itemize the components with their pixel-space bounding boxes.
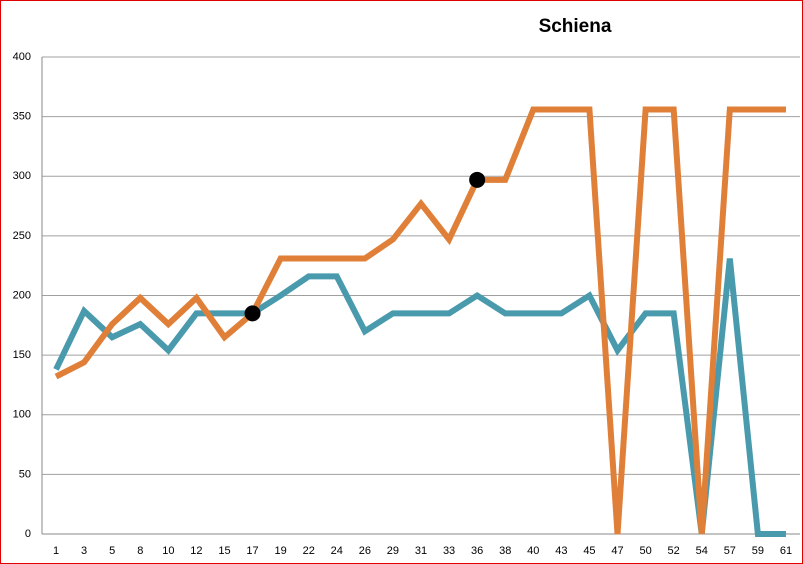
highlight-point	[244, 305, 261, 322]
y-tick-label: 300	[13, 170, 31, 182]
series-line	[53, 258, 786, 537]
y-tick-label: 350	[13, 111, 31, 123]
x-tick-label: 38	[499, 545, 511, 557]
x-tick-label: 12	[190, 545, 202, 557]
x-tick-label: 36	[471, 545, 483, 557]
x-tick-label: 22	[303, 545, 315, 557]
series-line	[54, 106, 786, 535]
x-tick-label: 61	[780, 545, 792, 557]
x-tick-label: 15	[218, 545, 230, 557]
x-tick-label: 1	[53, 545, 59, 557]
y-tick-label: 250	[13, 230, 31, 242]
y-tick-label: 400	[13, 51, 31, 63]
x-tick-label: 10	[162, 545, 174, 557]
y-tick-label: 0	[25, 528, 31, 540]
x-tick-label: 50	[639, 545, 651, 557]
highlight-point	[469, 171, 486, 188]
x-tick-label: 24	[331, 545, 343, 557]
x-tick-label: 40	[527, 545, 539, 557]
y-tick-label: 150	[13, 349, 31, 361]
x-tick-label: 3	[81, 545, 87, 557]
x-tick-label: 45	[583, 545, 595, 557]
chart-title: Schiena	[539, 16, 612, 37]
x-tick-label: 29	[387, 545, 399, 557]
x-tick-label: 19	[275, 545, 287, 557]
x-tick-label: 17	[246, 545, 258, 557]
x-tick-label: 33	[443, 545, 455, 557]
y-tick-label: 100	[13, 409, 31, 421]
x-tick-label: 59	[752, 545, 764, 557]
x-tick-label: 5	[109, 545, 115, 557]
x-tick-label: 31	[415, 545, 427, 557]
y-tick-label: 50	[19, 468, 31, 480]
x-tick-label: 57	[724, 545, 736, 557]
x-tick-label: 54	[696, 545, 708, 557]
x-tick-label: 8	[137, 545, 143, 557]
y-tick-label: 200	[13, 289, 31, 301]
x-tick-label: 43	[555, 545, 567, 557]
x-tick-label: 52	[668, 545, 680, 557]
x-tick-label: 47	[611, 545, 623, 557]
x-tick-label: 26	[359, 545, 371, 557]
